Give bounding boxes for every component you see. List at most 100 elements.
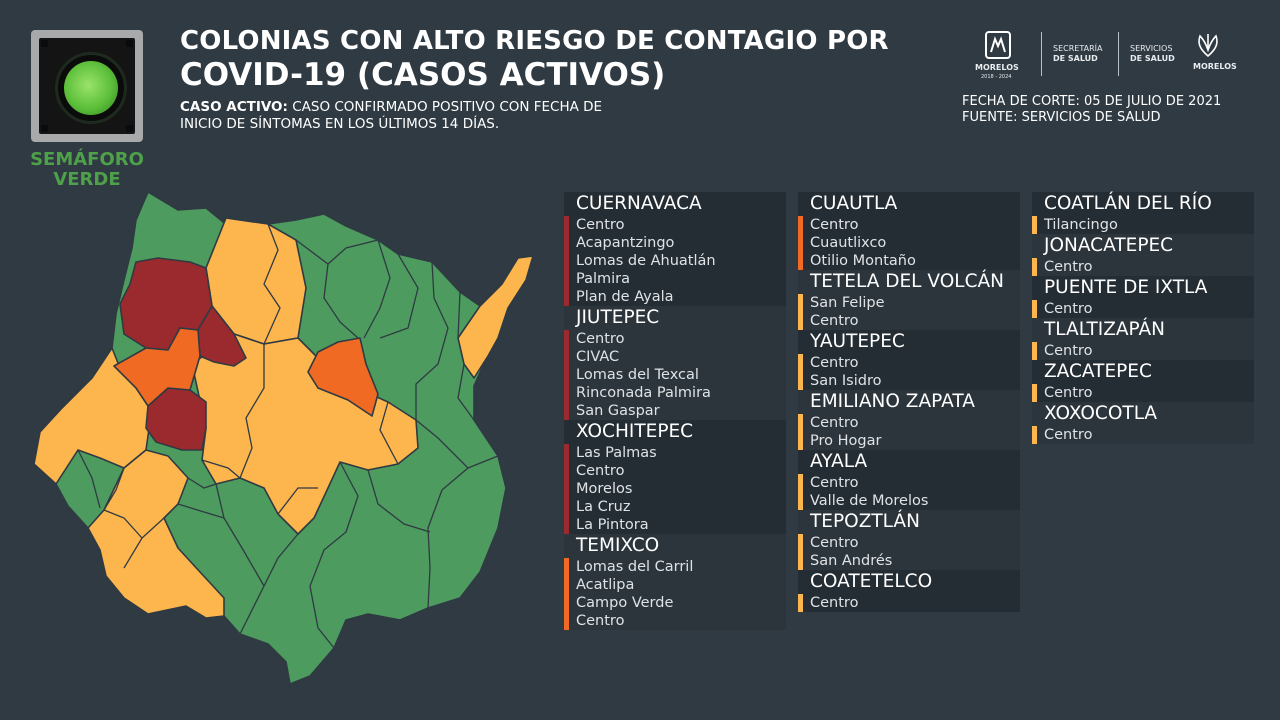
risk-color-bar	[1032, 258, 1037, 276]
municipio-block: COATETELCO Centro	[798, 570, 1020, 612]
morelos-map	[33, 191, 534, 685]
colonia-item: Las Palmas	[576, 445, 657, 461]
risk-color-bar	[1032, 384, 1037, 402]
colonia-item: San Gaspar	[576, 403, 660, 419]
map-region-orange-temixco	[113, 327, 201, 407]
municipio-name: JONACATEPEC	[1044, 235, 1174, 256]
risk-color-bar	[798, 294, 803, 330]
risk-color-bar	[1032, 426, 1037, 444]
colonia-item: Centro	[1044, 301, 1093, 317]
morelos-flower-icon	[1198, 34, 1218, 58]
municipio-block: YAUTEPEC Centro San Isidro	[798, 330, 1020, 390]
municipio-name: TEPOZTLÁN	[810, 511, 920, 532]
colonia-item: Centro	[1044, 259, 1093, 275]
municipio-block: XOXOCOTLA Centro	[1032, 402, 1254, 444]
municipio-name: XOXOCOTLA	[1044, 403, 1158, 424]
colonias-list: Centro	[1032, 342, 1254, 360]
colonias-list: Centro San Andrés	[798, 534, 1020, 570]
municipio-name: EMILIANO ZAPATA	[810, 391, 975, 412]
municipio-block: ZACATEPEC Centro	[1032, 360, 1254, 402]
risk-color-bar	[798, 414, 803, 450]
municipio-block: PUENTE DE IXTLA Centro	[1032, 276, 1254, 318]
risk-color-bar	[564, 444, 569, 534]
colonias-list: Centro Cuautlixco Otilio Montaño	[798, 216, 1020, 270]
risk-color-bar	[1032, 300, 1037, 318]
municipio-name: AYALA	[810, 451, 868, 472]
colonia-item: Centro	[810, 595, 859, 611]
risk-color-bar	[564, 216, 569, 306]
secretaria-line2: DE SALUD	[1053, 54, 1098, 63]
municipio-block: TEMIXCO Lomas del Carril Acatlipa Campo Ver…	[564, 534, 786, 630]
colonias-list: Tilancingo	[1032, 216, 1254, 234]
colonias-list: Centro San Isidro	[798, 354, 1020, 390]
risk-color-bar	[798, 474, 803, 510]
servicios-line2: DE SALUD	[1130, 54, 1175, 63]
morelos-flower-label: MORELOS	[1193, 62, 1237, 71]
fuente-text: FUENTE: SERVICIOS DE SALUD	[962, 110, 1161, 125]
municipio-name: PUENTE DE IXTLA	[1044, 277, 1208, 298]
municipio-block: CUAUTLA Centro Cuautlixco Otilio Montaño	[798, 192, 1020, 270]
municipio-block: COATLÁN DEL RÍO Tilancingo	[1032, 192, 1254, 234]
secretaria-logo: SECRETARÍA DE SALUD	[1053, 44, 1102, 64]
municipio-block: XOCHITEPEC Las Palmas Centro Morelos La Cruz…	[564, 420, 786, 534]
page-subtitle: COVID-19 (CASOS ACTIVOS)	[180, 57, 666, 93]
definition-term: CASO ACTIVO:	[180, 99, 288, 115]
colonia-item: Acatlipa	[576, 577, 635, 593]
morelos-seal-icon	[985, 31, 1011, 59]
risk-color-bar	[798, 354, 803, 390]
colonias-list: Centro Valle de Morelos	[798, 474, 1020, 510]
colonias-list: Lomas del Carril Acatlipa Campo Verde Centr…	[564, 558, 786, 630]
colonia-item: Centro	[576, 331, 625, 347]
municipio-name: CUAUTLA	[810, 193, 898, 214]
colonias-list: San Felipe Centro	[798, 294, 1020, 330]
colonia-item: Plan de Ayala	[576, 289, 674, 305]
municipio-name: TEMIXCO	[576, 535, 660, 556]
list-column-2: CUAUTLA Centro Cuautlixco Otilio Montaño TET…	[798, 192, 1020, 612]
morelos-logo-years: 2018 - 2024	[981, 74, 1012, 80]
colonia-item: Campo Verde	[576, 595, 674, 611]
municipio-name: COATLÁN DEL RÍO	[1044, 193, 1212, 214]
logos-bar: MORELOS 2018 - 2024 SECRETARÍA DE SALUD …	[975, 28, 1237, 80]
colonia-item: Centro	[810, 415, 859, 431]
colonia-item: Centro	[1044, 427, 1093, 443]
list-column-3: COATLÁN DEL RÍO Tilancingo JONACATEPEC Cent…	[1032, 192, 1254, 444]
definition-body-2: INICIO DE SÍNTOMAS EN LOS ÚLTIMOS 14 DÍA…	[180, 116, 500, 132]
secretaria-line1: SECRETARÍA	[1053, 44, 1103, 53]
colonia-item: San Felipe	[810, 295, 885, 311]
colonia-item: La Pintora	[576, 517, 649, 533]
colonias-list: Centro	[1032, 258, 1254, 276]
colonia-item: Centro	[576, 463, 625, 479]
colonia-item: Centro	[810, 313, 859, 329]
municipio-name: ZACATEPEC	[1044, 361, 1152, 382]
colonia-item: Cuautlixco	[810, 235, 887, 251]
municipio-name: COATETELCO	[810, 571, 933, 592]
colonia-item: Centro	[576, 613, 625, 629]
colonia-item: Centro	[576, 217, 625, 233]
map-region-orange-cuautla	[307, 337, 379, 417]
risk-color-bar	[798, 594, 803, 612]
colonia-item: Centro	[810, 535, 859, 551]
colonia-item: Morelos	[576, 481, 633, 497]
list-column-1: CUERNAVACA Centro Acapantzingo Lomas de Ahu…	[564, 192, 786, 630]
colonia-item: Centro	[1044, 343, 1093, 359]
municipio-block: CUERNAVACA Centro Acapantzingo Lomas de Ahu…	[564, 192, 786, 306]
risk-color-bar	[564, 558, 569, 630]
colonia-item: CIVAC	[576, 349, 620, 365]
semaforo-label-line2: VERDE	[53, 169, 121, 190]
municipio-name: CUERNAVACA	[576, 193, 702, 214]
colonia-item: Tilancingo	[1044, 217, 1118, 233]
risk-color-bar	[564, 330, 569, 420]
municipio-name: TETELA DEL VOLCÁN	[810, 271, 1004, 292]
colonia-item: Centro	[810, 355, 859, 371]
fecha-corte: FECHA DE CORTE: 05 DE JULIO DE 2021 FUEN…	[962, 94, 1221, 126]
semaforo-light-icon	[31, 30, 143, 142]
definition-body: CASO CONFIRMADO POSITIVO CON FECHA DE	[292, 99, 603, 115]
municipio-block: TETELA DEL VOLCÁN San Felipe Centro	[798, 270, 1020, 330]
risk-color-bar	[798, 216, 803, 270]
municipio-block: JONACATEPEC Centro	[1032, 234, 1254, 276]
definition-text: CASO ACTIVO: CASO CONFIRMADO POSITIVO CO…	[180, 99, 700, 133]
colonia-item: Palmira	[576, 271, 631, 287]
colonia-item: Centro	[1044, 385, 1093, 401]
colonia-item: Centro	[810, 475, 859, 491]
municipio-block: TEPOZTLÁN Centro San Andrés	[798, 510, 1020, 570]
